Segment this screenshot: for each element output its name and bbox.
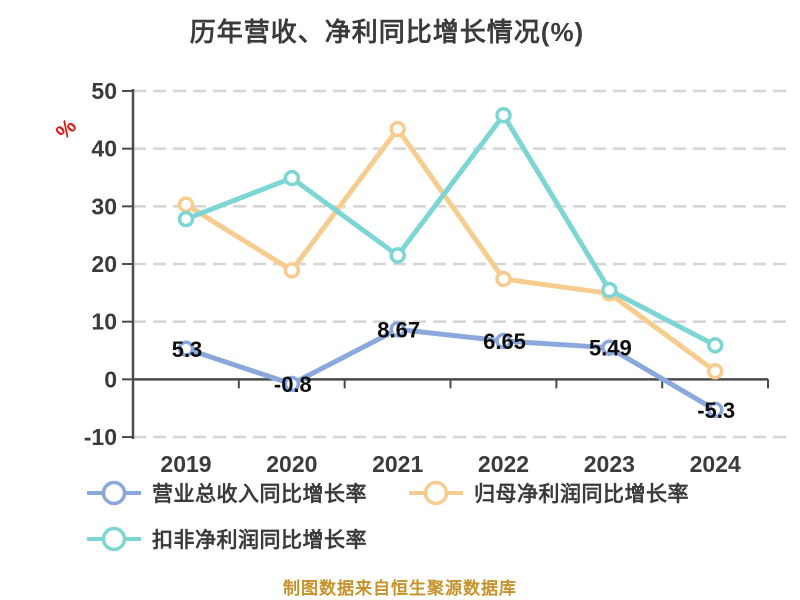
data-point-0-2022 <box>495 332 512 350</box>
y-tick-label: 10 <box>91 309 117 335</box>
y-tick-label: 0 <box>104 366 117 392</box>
data-point-label-0-2024: -5.3 <box>697 398 735 423</box>
x-tick-label-2022: 2022 <box>478 451 529 477</box>
y-tick-label: 50 <box>91 78 117 104</box>
legend-label: 营业总收入同比增长率 <box>152 483 367 506</box>
data-point-label-0-2022: 6.65 <box>483 329 526 354</box>
legend-marker-line-icon <box>409 480 463 506</box>
data-point-0-2023 <box>601 339 618 356</box>
data-point-0-2020 <box>283 375 301 393</box>
data-point-1-2024 <box>706 363 724 380</box>
y-tick-label: 20 <box>91 251 117 277</box>
data-point-2-2022 <box>495 106 512 124</box>
y-axis-unit-label: % <box>52 114 82 144</box>
chart-title: 历年营收、净利同比增长情况(%) <box>189 17 585 47</box>
legend-item-revenue-growth[interactable]: 营业总收入同比增长率 <box>86 478 367 508</box>
y-tick-label: -10 <box>84 424 117 450</box>
data-source-note: 制图数据来自恒生聚源数据库 <box>283 579 517 598</box>
data-point-label-0-2023: 5.49 <box>589 336 632 361</box>
data-point-0-2021 <box>389 321 406 338</box>
legend-label: 扣非净利润同比增长率 <box>152 529 367 552</box>
series-line-2 <box>183 112 718 348</box>
data-point-2-2021 <box>389 247 406 264</box>
legend-label: 归母净利润同比增长率 <box>474 483 689 506</box>
data-point-1-2022 <box>495 270 512 288</box>
x-tick-label-2023: 2023 <box>584 451 635 477</box>
series-line-1 <box>183 126 718 374</box>
legend-marker-line-icon <box>87 526 141 552</box>
legend-marker-line-icon <box>87 480 141 506</box>
legend-item-net-profit-growth[interactable]: 归母净利润同比增长率 <box>408 478 689 508</box>
data-point-2-2024 <box>706 337 724 354</box>
y-tick-label: 40 <box>91 136 117 162</box>
data-point-2-2020 <box>283 169 301 187</box>
x-tick-label-2019: 2019 <box>160 451 211 477</box>
data-point-1-2021 <box>389 120 406 138</box>
data-point-label-0-2019: 5.3 <box>172 337 203 362</box>
series-line-0 <box>183 326 718 413</box>
data-point-1-2019 <box>177 196 195 213</box>
data-point-1-2020 <box>283 262 301 279</box>
data-point-0-2019 <box>177 340 195 358</box>
x-tick-label-2021: 2021 <box>372 451 423 477</box>
data-point-label-0-2021: 8.67 <box>377 317 420 342</box>
data-point-2-2019 <box>177 210 195 228</box>
legend-item-non-gaap-profit-growth[interactable]: 扣非净利润同比增长率 <box>86 524 367 554</box>
x-tick-label-2024: 2024 <box>690 451 741 477</box>
data-point-2-2023 <box>601 281 618 299</box>
data-point-label-0-2020: -0.8 <box>274 372 312 397</box>
x-tick-label-2020: 2020 <box>266 451 317 477</box>
y-tick-label: 30 <box>91 193 117 219</box>
data-point-0-2024 <box>706 401 724 419</box>
